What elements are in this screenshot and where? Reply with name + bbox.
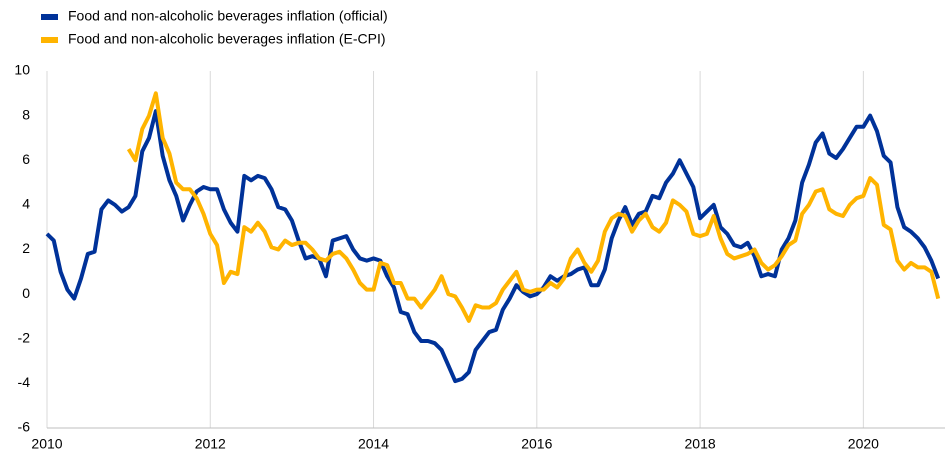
y-tick-label: 10: [14, 62, 30, 78]
legend-swatch: [41, 14, 58, 20]
x-tick-label: 2010: [31, 436, 62, 452]
y-tick-label: -4: [18, 374, 31, 390]
y-tick-label: 0: [22, 285, 30, 301]
x-tick-label: 2014: [358, 436, 389, 452]
legend-label: Food and non-alcoholic beverages inflati…: [68, 8, 388, 24]
x-tick-label: 2012: [195, 436, 226, 452]
y-tick-label: 4: [22, 196, 30, 212]
y-tick-label: 6: [22, 151, 30, 167]
series-line: [45, 109, 941, 384]
legend-label: Food and non-alcoholic beverages inflati…: [68, 31, 386, 47]
series-line: [126, 91, 941, 323]
x-tick-label: 2018: [685, 436, 716, 452]
x-tick-label: 2020: [848, 436, 879, 452]
y-tick-label: -6: [18, 419, 31, 435]
y-tick-label: 8: [22, 106, 30, 122]
y-tick-label: 2: [22, 240, 30, 256]
x-tick-label: 2016: [521, 436, 552, 452]
y-tick-label: -2: [18, 329, 31, 345]
legend-swatch: [41, 37, 58, 43]
